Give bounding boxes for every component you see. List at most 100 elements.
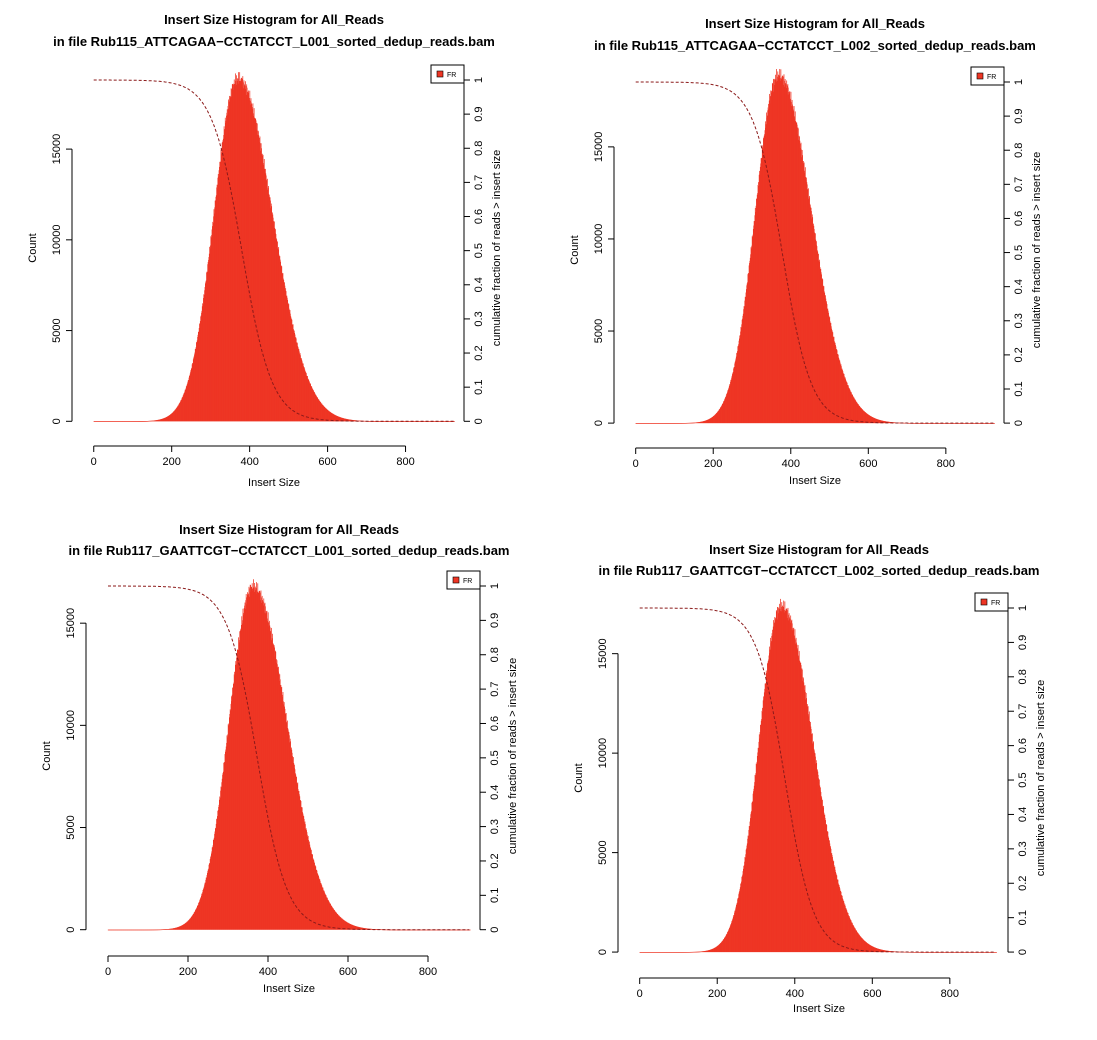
histogram-bar	[983, 952, 985, 953]
histogram-bar	[732, 919, 733, 953]
histogram-bar	[868, 415, 870, 424]
histogram-bar	[813, 750, 815, 953]
histogram-bar	[244, 88, 246, 422]
histogram-bar	[824, 292, 826, 424]
histogram-bar	[188, 919, 190, 930]
histogram-bar	[122, 421, 123, 422]
histogram-bar	[381, 929, 383, 931]
histogram-bar	[864, 412, 866, 424]
histogram-bar	[361, 927, 362, 930]
histogram-bar	[767, 110, 769, 424]
histogram-bar	[415, 929, 417, 931]
histogram-bar	[778, 75, 779, 424]
legend-swatch	[436, 70, 444, 78]
histogram-bar	[833, 865, 835, 953]
histogram-bar	[261, 154, 263, 422]
histogram-bar	[773, 629, 775, 953]
histogram-bar	[161, 418, 163, 422]
histogram-bar	[658, 952, 659, 953]
histogram-bar	[108, 421, 110, 422]
histogram-bar	[114, 421, 116, 422]
histogram-bar	[880, 949, 882, 953]
histogram-bar	[418, 421, 420, 422]
histogram-bar	[648, 423, 650, 424]
histogram-bar	[881, 949, 883, 953]
histogram-bar	[109, 421, 110, 422]
histogram-bar	[939, 952, 941, 953]
histogram-bar	[236, 78, 238, 422]
histogram-bar	[127, 421, 129, 422]
histogram-bar	[964, 952, 966, 953]
histogram-bar	[984, 423, 986, 424]
histogram-bar	[847, 385, 849, 424]
histogram-bar	[212, 221, 214, 422]
histogram-bar	[341, 417, 343, 422]
histogram-bar	[112, 421, 114, 422]
histogram-bar	[782, 606, 784, 953]
histogram-bar	[99, 421, 101, 422]
histogram-bar	[418, 421, 419, 422]
histogram-bar	[711, 948, 713, 953]
histogram-bar	[332, 413, 333, 422]
histogram-bar	[872, 417, 874, 424]
histogram-bar	[848, 388, 850, 424]
histogram-bar	[371, 928, 373, 930]
histogram-bar	[223, 771, 224, 930]
histogram-bar	[852, 925, 854, 953]
histogram-bar	[635, 423, 637, 424]
histogram-bar	[713, 948, 715, 953]
histogram-bar	[147, 420, 149, 422]
histogram-bar	[832, 861, 834, 953]
histogram-bar	[319, 401, 321, 422]
histogram-bar	[723, 401, 725, 424]
histogram-bar	[190, 368, 192, 422]
histogram-bar	[125, 421, 127, 422]
histogram-bar	[733, 368, 734, 424]
histogram-bar	[232, 83, 234, 422]
histogram-bar	[135, 929, 137, 931]
histogram-bar	[667, 423, 669, 424]
histogram-bar	[259, 136, 261, 422]
histogram-bar	[797, 645, 799, 953]
histogram-bar	[910, 951, 911, 953]
histogram-bar	[256, 122, 258, 422]
histogram-bar	[133, 929, 135, 931]
histogram-bar	[744, 300, 746, 424]
histogram-bar	[777, 613, 779, 953]
histogram-bar	[249, 100, 251, 422]
histogram-bar	[749, 818, 751, 953]
histogram-bar	[839, 887, 840, 953]
histogram-bar	[672, 952, 673, 953]
histogram-bar	[381, 929, 382, 931]
chart-subtitle: in file Rub117_GAATTCGT−CCTATCCT_L002_so…	[598, 563, 1039, 578]
histogram-bar	[787, 607, 789, 953]
histogram-bar	[153, 420, 155, 422]
histogram-bar	[643, 952, 645, 953]
histogram-bar	[456, 929, 458, 931]
histogram-bar	[704, 420, 706, 424]
histogram-bar	[355, 420, 356, 422]
histogram-bar	[950, 952, 951, 953]
histogram-bar	[454, 421, 455, 422]
histogram-bar	[142, 929, 143, 931]
histogram-bar	[873, 947, 875, 953]
histogram-bar	[684, 952, 685, 953]
histogram-bar	[846, 912, 848, 953]
histogram-bar	[209, 248, 211, 422]
histogram-bar	[757, 747, 759, 953]
histogram-bar	[879, 420, 881, 424]
histogram-bar	[804, 689, 806, 953]
histogram-bar	[251, 586, 252, 930]
histogram-bar	[792, 630, 793, 953]
histogram-bar	[225, 749, 227, 930]
histogram-bar	[393, 421, 395, 422]
histogram-bar	[160, 929, 161, 931]
histogram-bar	[731, 377, 733, 424]
histogram-bar	[351, 924, 353, 930]
histogram-bar	[229, 709, 231, 930]
histogram-bar	[316, 870, 318, 930]
histogram-bar	[800, 142, 802, 424]
histogram-bar	[722, 940, 724, 953]
histogram-bar	[760, 720, 762, 953]
histogram-bar	[745, 292, 747, 424]
